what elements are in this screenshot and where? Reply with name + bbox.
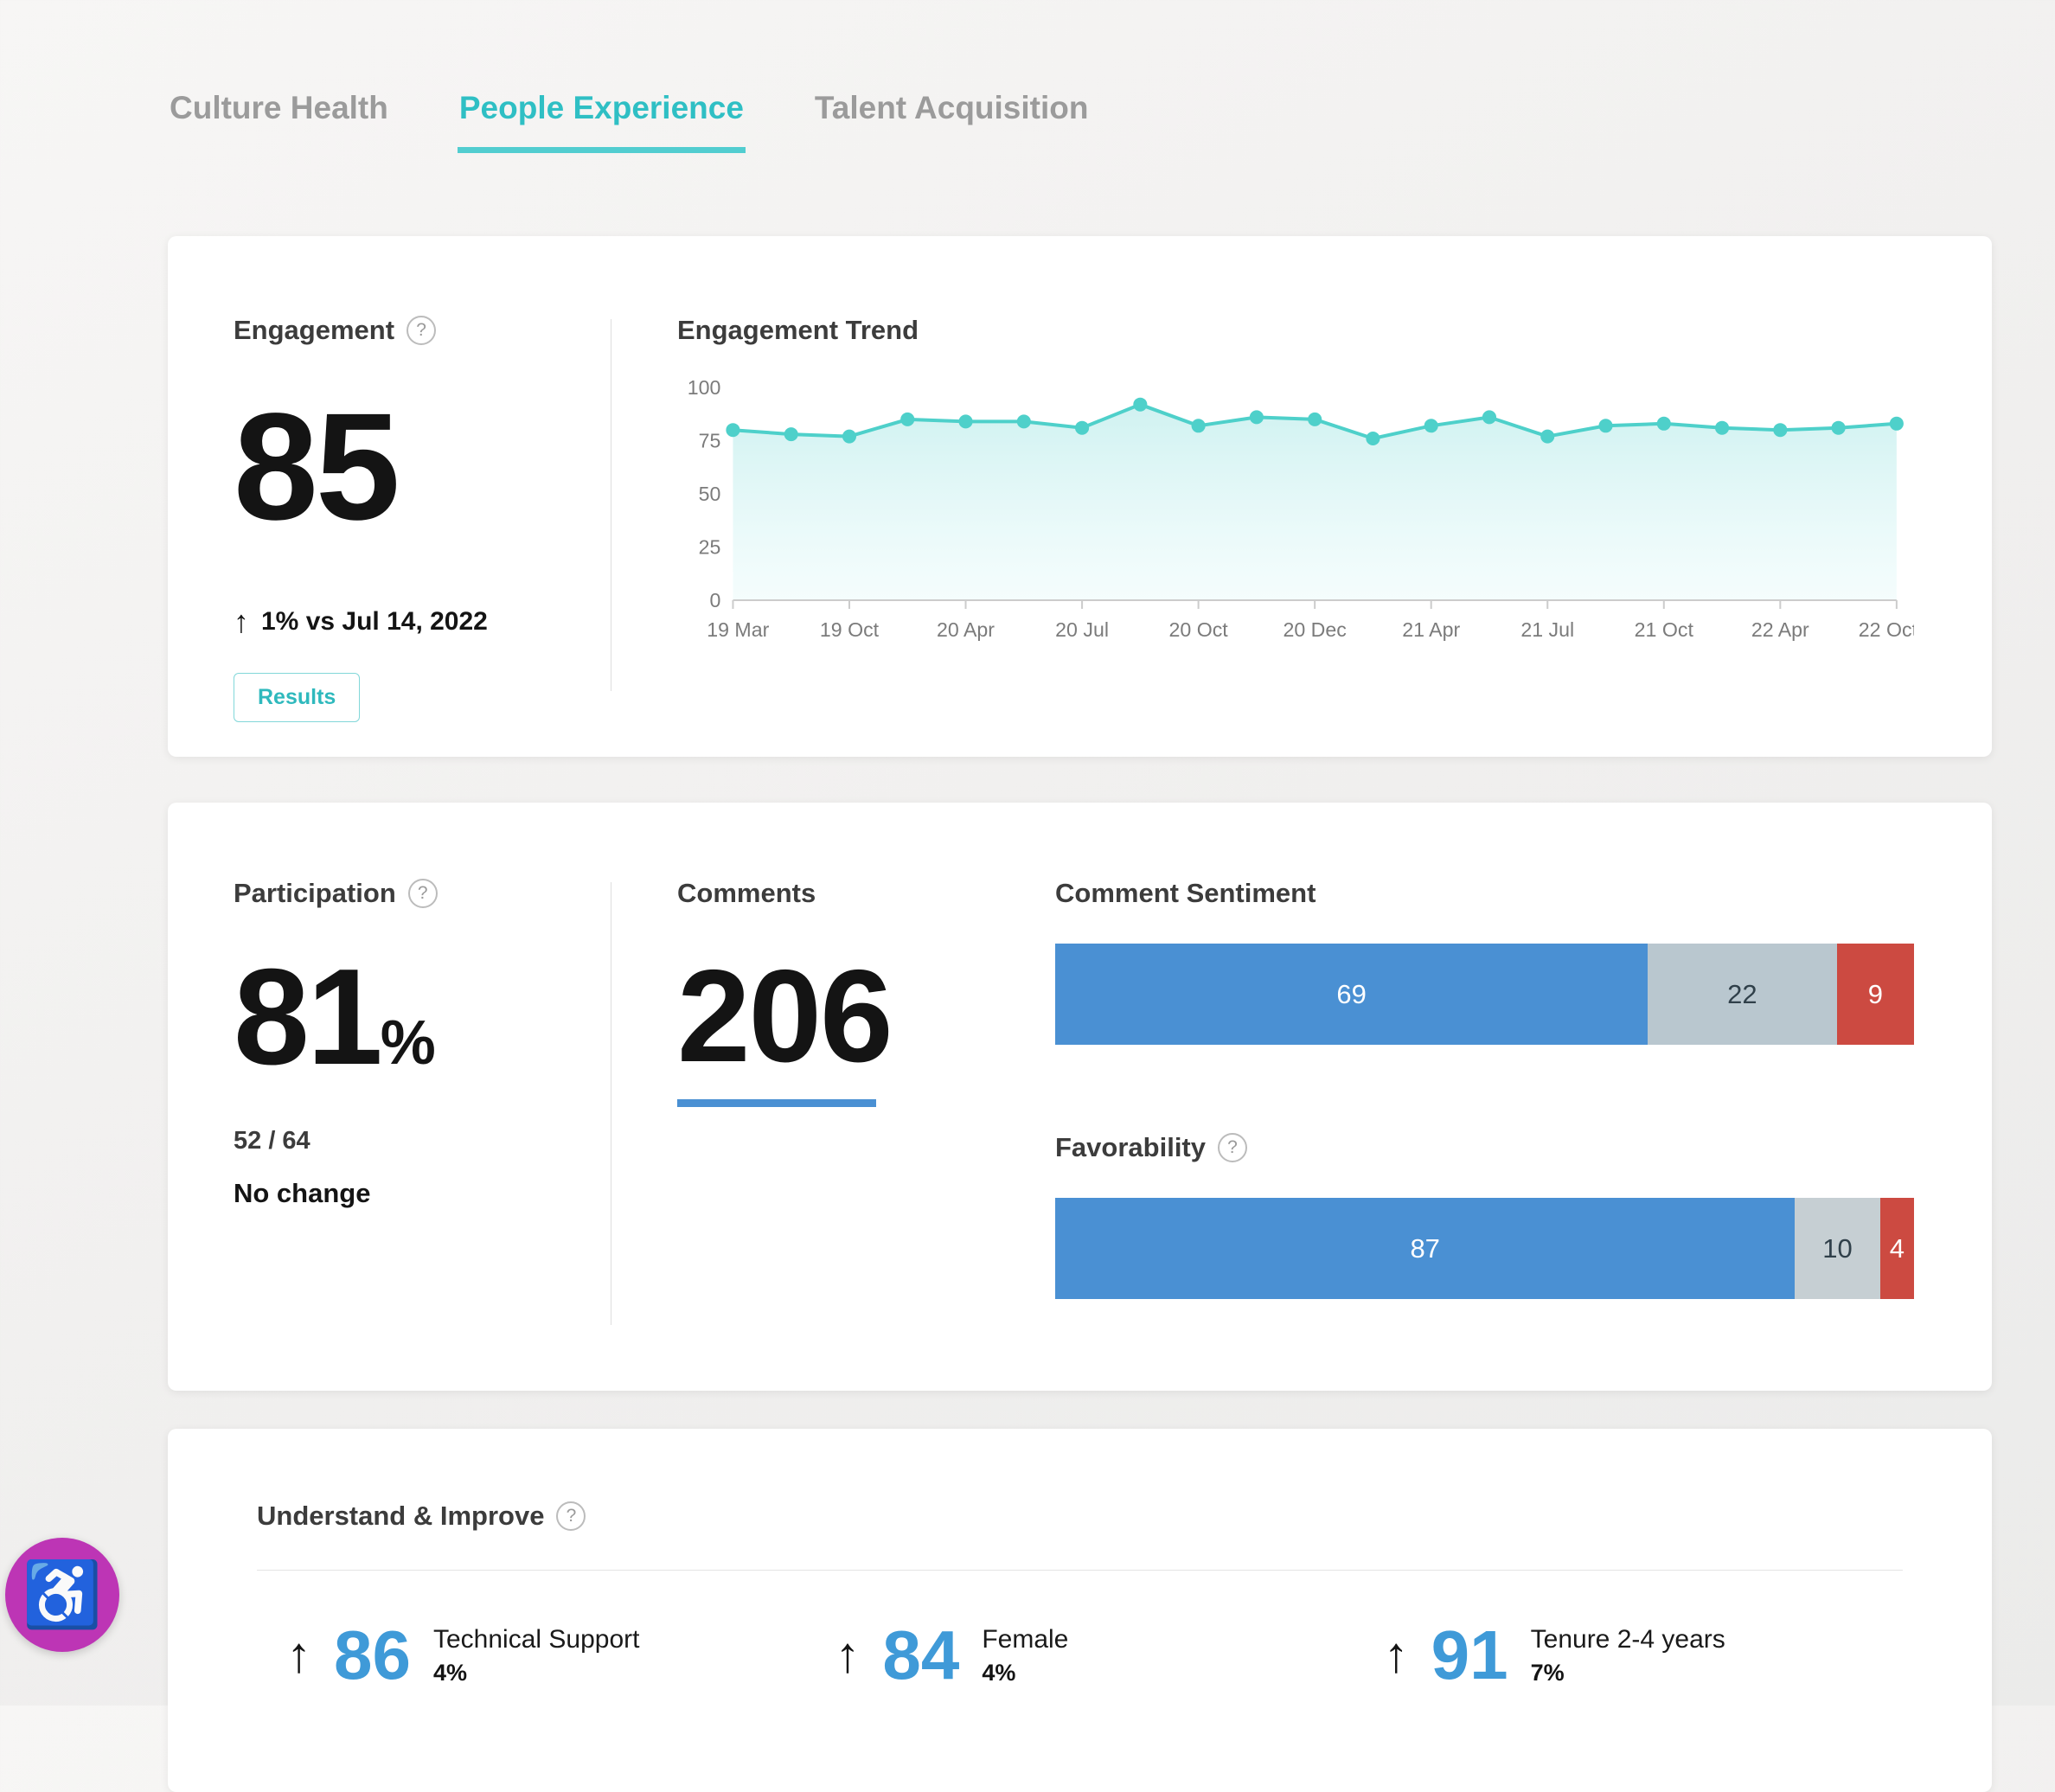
svg-text:20 Dec: 20 Dec xyxy=(1283,618,1346,641)
bar-segment: 9 xyxy=(1836,944,1914,1046)
help-icon[interactable]: ? xyxy=(1218,1132,1247,1162)
svg-text:0: 0 xyxy=(709,589,720,611)
highlights-row: ↑ 86 Technical Support 4% ↑ 84 Female 4%… xyxy=(257,1570,1903,1690)
understand-heading: Understand & Improve ? xyxy=(257,1500,1903,1532)
highlight-percent: 7% xyxy=(1530,1659,1565,1686)
engagement-summary: Engagement ? 85 ↑ 1% vs Jul 14, 2022 Res… xyxy=(234,314,611,723)
engagement-change: ↑ 1% vs Jul 14, 2022 xyxy=(234,604,611,640)
svg-text:20 Oct: 20 Oct xyxy=(1169,618,1229,641)
participation-heading: Participation ? xyxy=(234,877,611,909)
participation-card: Participation ? 81 % 52 / 64 No change C… xyxy=(168,803,1992,1391)
participation-value: 81 xyxy=(234,941,383,1094)
highlight-score: 91 xyxy=(1431,1616,1508,1694)
help-icon[interactable]: ? xyxy=(407,878,438,908)
highlight-percent: 4% xyxy=(432,1659,468,1686)
highlight-label: Female xyxy=(982,1624,1069,1654)
accessibility-button[interactable]: ♿ xyxy=(5,1538,119,1652)
engagement-trend-section: Engagement Trend 0 25 50 75 100 19 Mar 19 Oct 2… xyxy=(611,314,1914,696)
svg-text:75: 75 xyxy=(699,430,721,452)
bar-segment: 4 xyxy=(1879,1198,1914,1300)
favorability-title: Favorability xyxy=(1055,1132,1206,1163)
understand-improve-card: Understand & Improve ? ↑ 86 Technical Su… xyxy=(168,1429,1992,1792)
help-icon[interactable]: ? xyxy=(407,315,437,345)
svg-text:19 Oct: 19 Oct xyxy=(820,618,880,641)
sentiment-section: Comment Sentiment 69 22 9 Favorability ? 8… xyxy=(1055,877,1914,1330)
participation-change: No change xyxy=(234,1178,371,1209)
favorability-heading: Favorability ? xyxy=(1055,1131,1914,1163)
help-icon[interactable]: ? xyxy=(556,1501,586,1531)
participation-unit: % xyxy=(380,1008,436,1078)
svg-text:21 Jul: 21 Jul xyxy=(1520,618,1574,641)
results-button[interactable]: Results xyxy=(234,673,361,723)
svg-text:19 Mar: 19 Mar xyxy=(707,618,769,641)
up-arrow-icon: ↑ xyxy=(286,1627,311,1684)
comments-count[interactable]: 206 xyxy=(677,943,893,1091)
highlight-tenure[interactable]: ↑ 91 Tenure 2-4 years 7% xyxy=(1354,1621,1903,1690)
tab-bar: Culture Health People Experience Talent … xyxy=(168,90,1992,153)
engagement-heading: Engagement ? xyxy=(234,314,611,346)
tab-talent-acquisition[interactable]: Talent Acquisition xyxy=(814,90,1089,125)
highlight-score: 84 xyxy=(882,1616,960,1694)
participation-summary: Participation ? 81 % 52 / 64 No change xyxy=(234,877,611,1330)
engagement-change-text: 1% vs Jul 14, 2022 xyxy=(261,607,488,637)
understand-title: Understand & Improve xyxy=(257,1501,545,1531)
tab-people-experience[interactable]: People Experience xyxy=(457,90,746,153)
comments-section: Comments 206 xyxy=(611,877,1055,1330)
up-arrow-icon: ↑ xyxy=(1383,1627,1409,1684)
comment-sentiment-title: Comment Sentiment xyxy=(1055,878,1316,908)
svg-text:22 Apr: 22 Apr xyxy=(1751,618,1809,641)
svg-text:21 Oct: 21 Oct xyxy=(1635,618,1694,641)
participation-value-row: 81 % xyxy=(234,949,611,1085)
comment-sentiment-bar: 69 22 9 xyxy=(1055,944,1914,1046)
participation-title: Participation xyxy=(234,878,396,908)
trend-title: Engagement Trend xyxy=(677,315,919,345)
svg-text:20 Apr: 20 Apr xyxy=(937,618,995,641)
svg-text:21 Apr: 21 Apr xyxy=(1402,618,1460,641)
highlight-label: Technical Support xyxy=(432,1624,640,1654)
svg-text:50: 50 xyxy=(699,483,721,505)
highlight-female[interactable]: ↑ 84 Female 4% xyxy=(805,1621,1354,1690)
bar-segment: 22 xyxy=(1648,944,1837,1046)
highlight-percent: 4% xyxy=(982,1659,1016,1686)
tab-culture-health[interactable]: Culture Health xyxy=(170,90,388,125)
comments-underline xyxy=(677,1099,876,1108)
svg-text:22 Oct: 22 Oct xyxy=(1859,618,1914,641)
svg-text:25: 25 xyxy=(699,536,721,559)
highlight-score: 86 xyxy=(334,1616,411,1694)
highlight-technical-support[interactable]: ↑ 86 Technical Support 4% xyxy=(257,1621,805,1690)
highlight-label: Tenure 2-4 years xyxy=(1530,1624,1725,1654)
engagement-card: Engagement ? 85 ↑ 1% vs Jul 14, 2022 Res… xyxy=(168,236,1992,757)
comments-title: Comments xyxy=(677,878,816,908)
up-arrow-icon: ↑ xyxy=(835,1627,861,1684)
up-arrow-icon: ↑ xyxy=(234,604,249,640)
engagement-trend-chart: 0 25 50 75 100 19 Mar 19 Oct 20 Apr 20 Jul 20 Oct… xyxy=(688,376,1914,641)
svg-text:20 Jul: 20 Jul xyxy=(1055,618,1109,641)
accessibility-icon: ♿ xyxy=(22,1558,103,1630)
svg-text:100: 100 xyxy=(688,376,721,399)
engagement-title: Engagement xyxy=(234,315,395,345)
bar-segment: 69 xyxy=(1055,944,1648,1046)
favorability-bar: 87 10 4 xyxy=(1055,1198,1914,1300)
participation-fraction: 52 / 64 xyxy=(234,1127,310,1155)
engagement-score: 85 xyxy=(234,382,400,553)
bar-segment: 10 xyxy=(1795,1198,1880,1300)
bar-segment: 87 xyxy=(1055,1198,1796,1300)
